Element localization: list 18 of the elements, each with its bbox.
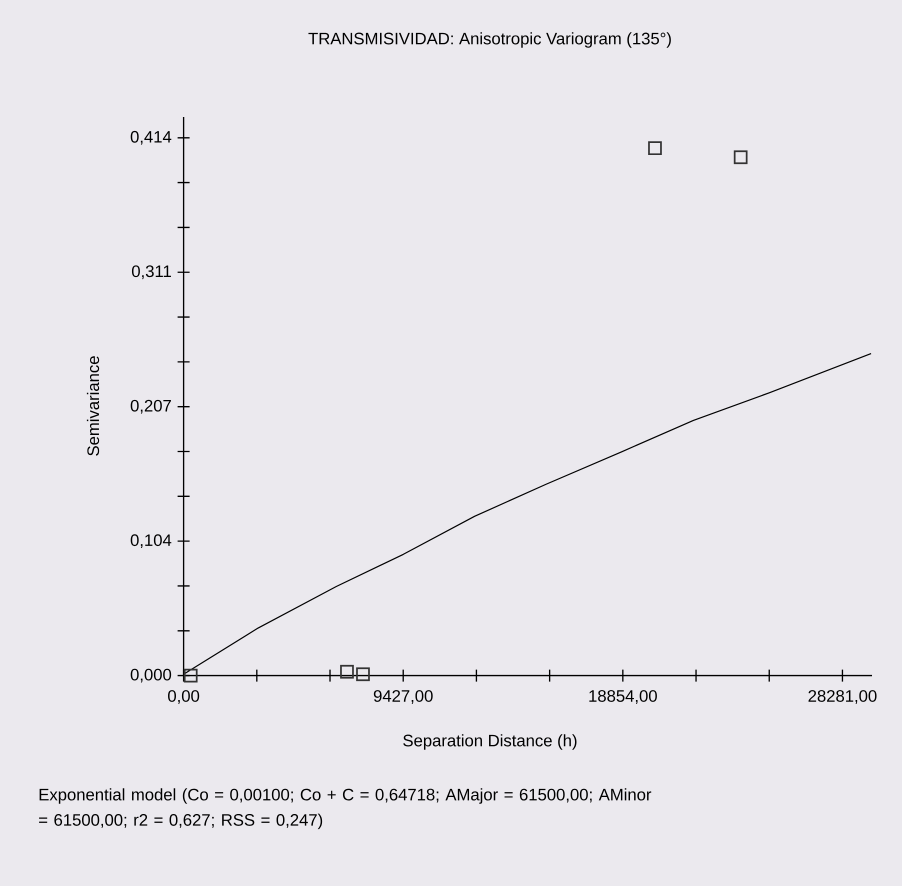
point — [184, 668, 198, 682]
y-tick-label: 0,414 — [130, 130, 172, 145]
y-tick-label: 0,207 — [130, 400, 171, 414]
point — [734, 150, 748, 164]
text: Exponential model (Co = 0,00100; Co + C = 0,64718; AMajor = 61500,00; AMinor = 61500,00; r2 = 0,627; RSS = 0,247) — [39, 788, 652, 830]
y-tick-label: 0,104 — [130, 534, 172, 548]
point — [340, 664, 354, 679]
x-tick-label: 9427,00 — [374, 690, 433, 704]
x-tick-label: 0,00 — [168, 690, 200, 704]
y-tick-label: 0,000 — [130, 668, 172, 682]
point — [356, 667, 370, 682]
x-tick-label: 28281,00 — [808, 690, 877, 704]
x-tick-label: 18854,00 — [589, 690, 657, 704]
x-axis-title: Separation Distance (h) — [403, 734, 576, 750]
point — [648, 141, 662, 156]
y-axis-title: Semivariance — [86, 356, 100, 456]
chart-title: TRANSMISIVIDAD: Anisotropic Variogram (135°) — [308, 32, 671, 48]
y-tick-label: 0,311 — [132, 265, 171, 280]
